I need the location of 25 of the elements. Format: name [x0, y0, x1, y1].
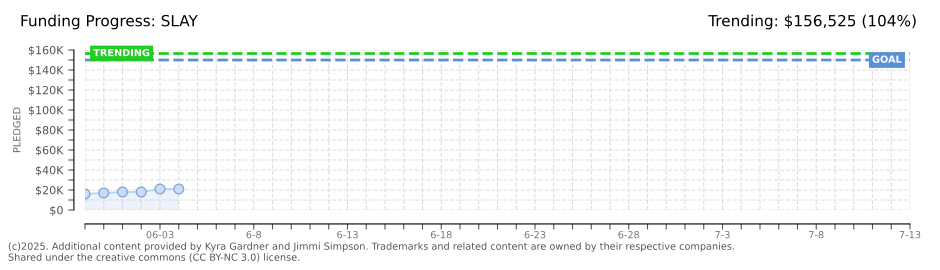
x-tick-label: 7-3	[715, 231, 730, 238]
x-tick-label: 6-18	[430, 231, 452, 238]
x-tick-label: 06-03	[146, 231, 174, 238]
y-tick-label: $60K	[36, 146, 64, 156]
y-tick-label: $40K	[36, 166, 64, 176]
y-axis-title: PLEDGED	[13, 108, 20, 152]
x-tick-label: 6-13	[337, 231, 358, 238]
x-tick-label: 6-28	[618, 231, 640, 238]
x-tick-label: 6-8	[246, 231, 262, 238]
y-tick-label: $160K	[28, 46, 64, 56]
chart-subtitle: Trending: $156,525 (104%)	[708, 14, 916, 30]
y-tick-label: $140K	[28, 66, 64, 76]
x-tick-label: 6-23	[524, 231, 546, 238]
y-tick-label: $0	[50, 206, 63, 216]
y-tick-label: $80K	[36, 126, 64, 136]
ref-line-label: TRENDING	[93, 48, 150, 56]
y-tick-label: $100K	[28, 106, 64, 116]
x-tick-label: 7-8	[809, 231, 824, 238]
chart-title: Funding Progress: SLAY	[22, 14, 198, 30]
y-tick-label: $120K	[28, 86, 64, 96]
text: (c)2025. Additional content provided by Kyra Gardner and Jimmi Simpson. Trademarks and related content are owned by their respective companies.	[8, 242, 734, 252]
text: Shared under the creative commons (CC BY-NC 3.0) license.	[8, 253, 300, 262]
ref-line-label: GOAL	[872, 55, 902, 63]
y-tick-label: $20K	[36, 186, 64, 196]
x-tick-label: 7-13	[900, 231, 920, 238]
